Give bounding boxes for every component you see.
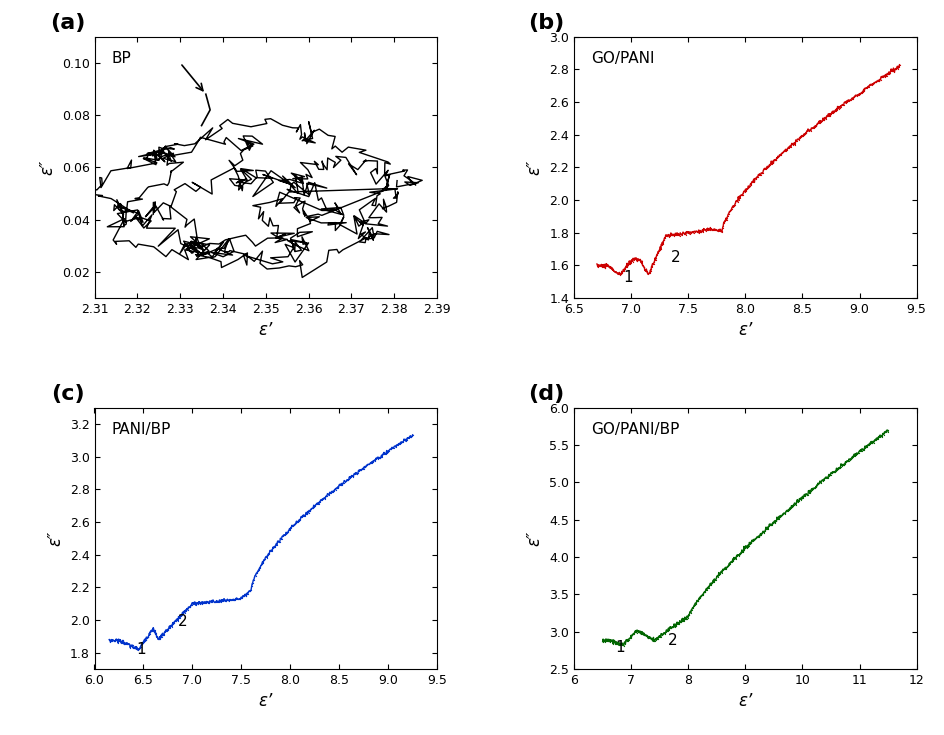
Text: (a): (a) — [50, 13, 85, 33]
Text: 2: 2 — [667, 633, 677, 648]
Text: 2: 2 — [670, 250, 680, 265]
Text: GO/PANI/BP: GO/PANI/BP — [591, 422, 679, 437]
Y-axis label: ε″: ε″ — [46, 531, 64, 546]
Text: GO/PANI: GO/PANI — [591, 51, 654, 66]
Text: (d): (d) — [528, 384, 564, 404]
X-axis label: ε’: ε’ — [737, 692, 751, 710]
Text: 1: 1 — [622, 270, 632, 284]
Y-axis label: ε″: ε″ — [525, 531, 543, 546]
Text: (c): (c) — [51, 384, 85, 404]
Text: 1: 1 — [137, 642, 146, 657]
Text: 1: 1 — [615, 639, 624, 655]
Text: BP: BP — [111, 51, 131, 66]
Text: (b): (b) — [528, 13, 564, 33]
X-axis label: ε’: ε’ — [737, 321, 751, 340]
X-axis label: ε’: ε’ — [259, 321, 273, 340]
Text: PANI/BP: PANI/BP — [111, 422, 171, 437]
X-axis label: ε’: ε’ — [259, 692, 273, 710]
Y-axis label: ε″: ε″ — [525, 159, 543, 175]
Text: 2: 2 — [177, 614, 187, 629]
Y-axis label: ε″: ε″ — [38, 159, 56, 175]
